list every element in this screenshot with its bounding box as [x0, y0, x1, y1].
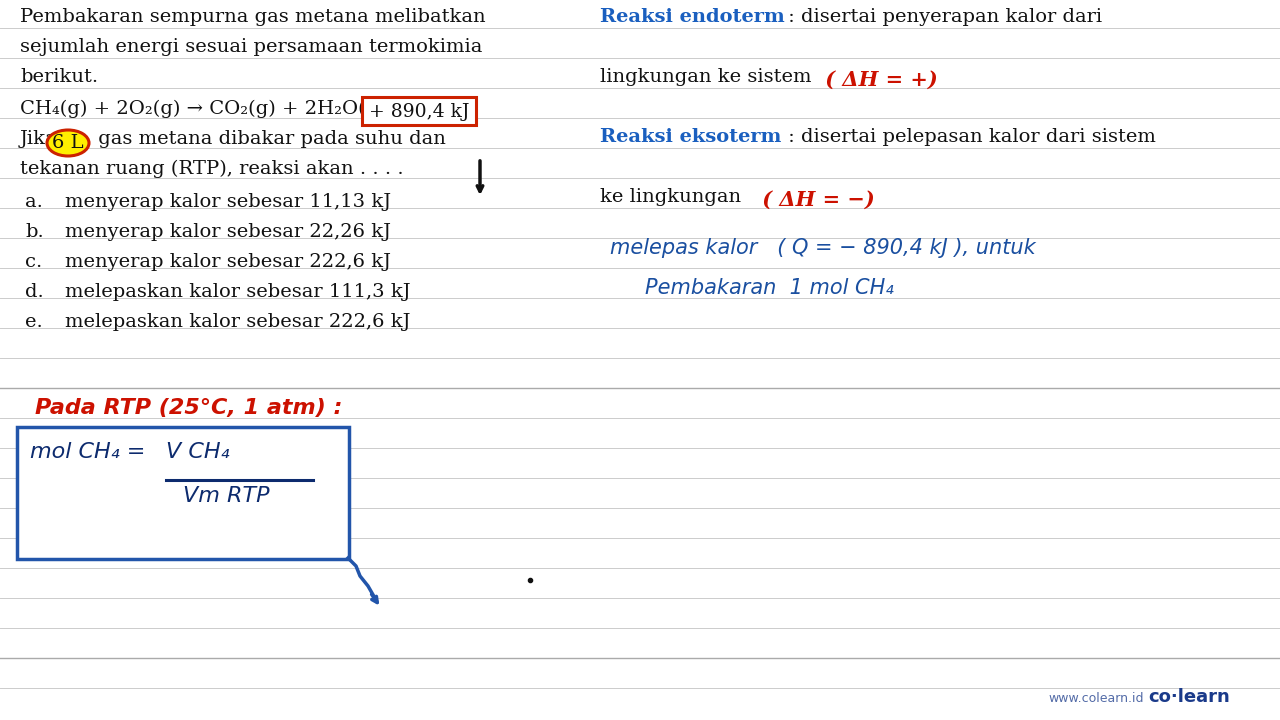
Text: c.: c. [26, 253, 42, 271]
FancyBboxPatch shape [17, 427, 349, 559]
Text: ( ΔH = +): ( ΔH = +) [818, 70, 938, 90]
Text: mol CH₄ =: mol CH₄ = [29, 442, 152, 462]
Text: Reaksi endoterm: Reaksi endoterm [600, 8, 785, 26]
Text: berikut.: berikut. [20, 68, 99, 86]
Text: menyerap kalor sebesar 222,6 kJ: menyerap kalor sebesar 222,6 kJ [65, 253, 390, 271]
Text: gas metana dibakar pada suhu dan: gas metana dibakar pada suhu dan [92, 130, 445, 148]
Text: b.: b. [26, 223, 44, 241]
Text: menyerap kalor sebesar 11,13 kJ: menyerap kalor sebesar 11,13 kJ [65, 193, 392, 211]
Text: melepaskan kalor sebesar 111,3 kJ: melepaskan kalor sebesar 111,3 kJ [65, 283, 411, 301]
Text: sejumlah energi sesuai persamaan termokimia: sejumlah energi sesuai persamaan termoki… [20, 38, 483, 56]
Text: d.: d. [26, 283, 44, 301]
Text: www.colearn.id: www.colearn.id [1048, 692, 1143, 705]
Text: V CH₄: V CH₄ [166, 442, 229, 462]
Text: Jika: Jika [20, 130, 64, 148]
FancyBboxPatch shape [362, 97, 476, 125]
Text: ( ΔH = −): ( ΔH = −) [755, 190, 874, 210]
Text: ke lingkungan: ke lingkungan [600, 188, 741, 206]
Text: Pada RTP (25°C, 1 atm) :: Pada RTP (25°C, 1 atm) : [35, 398, 342, 418]
Text: co·learn: co·learn [1148, 688, 1230, 706]
Text: Pembakaran  1 mol CH₄: Pembakaran 1 mol CH₄ [645, 278, 893, 298]
Text: melepas kalor   ( Q = − 890,4 kJ ), untuk: melepas kalor ( Q = − 890,4 kJ ), untuk [611, 238, 1036, 258]
Text: : disertai pelepasan kalor dari sistem: : disertai pelepasan kalor dari sistem [782, 128, 1156, 146]
Text: a.: a. [26, 193, 42, 211]
Ellipse shape [47, 130, 90, 156]
Text: + 890,4 kJ: + 890,4 kJ [369, 103, 470, 121]
Text: CH₄(g) + 2O₂(g) → CO₂(g) + 2H₂O(g): CH₄(g) + 2O₂(g) → CO₂(g) + 2H₂O(g) [20, 100, 385, 118]
Text: Reaksi eksoterm: Reaksi eksoterm [600, 128, 781, 146]
Text: : disertai penyerapan kalor dari: : disertai penyerapan kalor dari [782, 8, 1102, 26]
Text: menyerap kalor sebesar 22,26 kJ: menyerap kalor sebesar 22,26 kJ [65, 223, 390, 241]
Text: Vm RTP: Vm RTP [183, 486, 270, 506]
Text: 6 L: 6 L [52, 134, 83, 152]
Text: tekanan ruang (RTP), reaksi akan . . . .: tekanan ruang (RTP), reaksi akan . . . . [20, 160, 403, 179]
Text: lingkungan ke sistem: lingkungan ke sistem [600, 68, 812, 86]
Text: e.: e. [26, 313, 42, 331]
Text: Pembakaran sempurna gas metana melibatkan: Pembakaran sempurna gas metana melibatka… [20, 8, 485, 26]
Text: melepaskan kalor sebesar 222,6 kJ: melepaskan kalor sebesar 222,6 kJ [65, 313, 411, 331]
